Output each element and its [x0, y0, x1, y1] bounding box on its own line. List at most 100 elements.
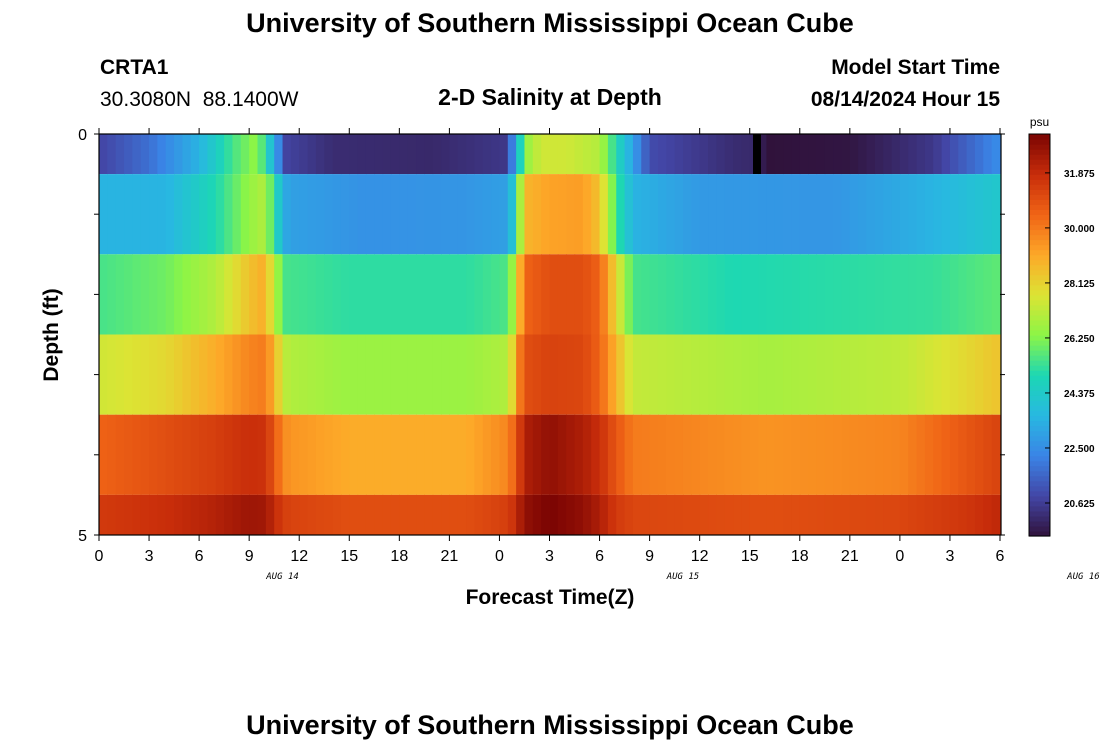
heatmap-cell	[983, 134, 993, 175]
heatmap-cell	[958, 414, 968, 495]
heatmap-cell	[841, 414, 851, 495]
heatmap-cell	[741, 414, 751, 495]
colorbar-segment	[1029, 410, 1050, 417]
heatmap-cell	[883, 254, 893, 335]
heatmap-cell	[232, 494, 242, 535]
heatmap-cell	[157, 134, 167, 175]
heatmap-cell	[632, 494, 642, 535]
heatmap-cell	[140, 134, 150, 175]
heatmap-cell	[399, 414, 409, 495]
heatmap-cell	[691, 414, 701, 495]
colorbar-segment	[1029, 279, 1050, 286]
heatmap-cell	[716, 494, 726, 535]
heatmap-cell	[666, 334, 676, 415]
heatmap-cell	[249, 414, 259, 495]
heatmap-cell	[699, 414, 709, 495]
colorbar-segment	[1029, 350, 1050, 356]
heatmap-cell	[441, 134, 450, 175]
colorbar-segment	[1029, 289, 1050, 296]
heatmap-cell	[265, 254, 275, 335]
heatmap-cell	[599, 174, 609, 255]
heatmap-cell	[824, 494, 834, 535]
heatmap-cell	[641, 414, 651, 495]
heatmap-cell	[724, 334, 734, 415]
heatmap-cell	[132, 254, 142, 335]
heatmap-cell	[949, 334, 959, 415]
heatmap-cell	[482, 254, 492, 335]
heatmap-cell	[324, 414, 334, 495]
heatmap-cell	[265, 334, 275, 415]
heatmap-cell	[724, 494, 734, 535]
colorbar-segment	[1029, 299, 1050, 306]
heatmap-cell	[374, 494, 384, 535]
heatmap-cell	[674, 254, 684, 335]
colorbar-segment	[1029, 139, 1050, 145]
plot-title: 2-D Salinity at Depth	[438, 84, 662, 110]
heatmap-cell	[941, 254, 951, 335]
heatmap-cell	[783, 334, 793, 415]
heatmap-cell	[157, 414, 167, 495]
heatmap-cell	[799, 174, 809, 255]
heatmap-cell	[99, 254, 108, 335]
colorbar-segment	[1029, 134, 1050, 140]
heatmap-cell	[549, 414, 559, 495]
heatmap-cell	[591, 414, 601, 495]
x-tick-label: 3	[945, 548, 954, 565]
heatmap-cell	[516, 334, 526, 415]
colorbar-segment	[1029, 450, 1050, 457]
heatmap-cell	[624, 134, 634, 175]
heatmap-cell	[841, 494, 851, 535]
date-label: AUG 14	[265, 572, 299, 582]
heatmap-cell	[816, 174, 826, 255]
heatmap-cell	[441, 414, 450, 495]
heatmap-cell	[482, 334, 492, 415]
heatmap-cell	[140, 494, 150, 535]
heatmap-cell	[140, 414, 150, 495]
heatmap-cell	[924, 134, 934, 175]
heatmap-cell	[799, 254, 809, 335]
heatmap-cell	[833, 494, 843, 535]
heatmap-cell	[240, 414, 250, 495]
heatmap-cell	[299, 334, 309, 415]
heatmap-cell	[841, 254, 851, 335]
heatmap-cell	[916, 174, 926, 255]
colorbar-segment	[1029, 525, 1050, 532]
heatmap-cell	[991, 494, 1001, 535]
heatmap-cell	[340, 174, 350, 255]
colorbar-segment	[1029, 515, 1050, 522]
heatmap-cell	[582, 334, 592, 415]
heatmap-cell	[165, 254, 175, 335]
heatmap-cell	[933, 254, 943, 335]
heatmap-cell	[182, 134, 192, 175]
heatmap-cell	[924, 414, 934, 495]
heatmap-cell	[574, 134, 584, 175]
colorbar-tick-label: 30.000	[1064, 224, 1095, 235]
heatmap-cell	[874, 494, 884, 535]
heatmap-cell	[466, 334, 476, 415]
heatmap-cell	[958, 174, 968, 255]
colorbar-segment	[1029, 259, 1050, 266]
heatmap-cell	[908, 254, 918, 335]
colorbar-segment	[1029, 159, 1050, 165]
colorbar-segment	[1029, 400, 1050, 406]
x-tick-label: 9	[245, 548, 254, 565]
heatmap-cell	[424, 134, 434, 175]
colorbar-segment	[1029, 319, 1050, 326]
heatmap-cell	[124, 254, 133, 335]
heatmap-cell	[507, 414, 517, 495]
colorbar-segment	[1029, 520, 1050, 527]
heatmap-cell	[340, 134, 350, 175]
heatmap-cell	[224, 334, 234, 415]
heatmap-cell	[499, 334, 509, 415]
heatmap-cell	[899, 254, 909, 335]
heatmap-cell	[616, 414, 626, 495]
heatmap-cell	[524, 334, 534, 415]
heatmap-cell	[591, 134, 601, 175]
heatmap-cell	[174, 334, 184, 415]
heatmap-cell	[215, 254, 225, 335]
heatmap-cell	[974, 174, 984, 255]
heatmap-cell	[240, 174, 250, 255]
heatmap-cell	[632, 254, 642, 335]
colorbar-segment	[1029, 174, 1050, 180]
page-title: University of Southern Mississippi Ocean…	[246, 8, 854, 38]
